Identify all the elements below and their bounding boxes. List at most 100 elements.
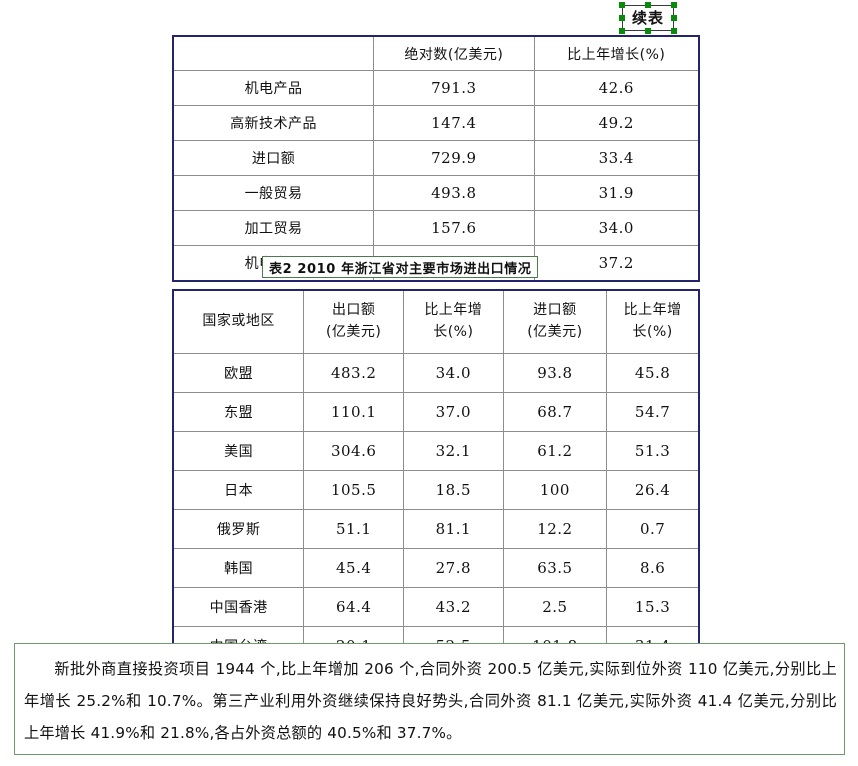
cell-absolute: 493.8 [373, 175, 535, 211]
selection-handle-top-center[interactable] [645, 2, 651, 8]
table-row: 加工贸易 157.6 34.0 [172, 210, 700, 246]
selection-handle-top-right[interactable] [671, 2, 677, 8]
table-two-header-export: 出口额 (亿美元) [303, 289, 405, 354]
table-one-header-growth: 比上年增长(%) [533, 35, 700, 71]
table-one-header-absolute: 绝对数(亿美元) [373, 35, 535, 71]
table-two-header-import-growth: 比上年增 长(%) [606, 289, 700, 354]
cell-import: 61.2 [502, 431, 608, 471]
cell-export-growth: 37.0 [403, 392, 504, 432]
selection-handle-top-left[interactable] [619, 2, 625, 8]
header-line-2: (亿美元) [325, 324, 382, 340]
cell-item: 加工贸易 [172, 210, 375, 246]
table-row: 国家或地区 出口额 (亿美元) 比上年增 长(%) 进口额 (亿美元) 比上年增… [172, 289, 700, 354]
table-row: 中国香港 64.4 43.2 2.5 15.3 [172, 587, 700, 627]
cell-import: 12.2 [502, 509, 608, 549]
table-row: 日本 105.5 18.5 100 26.4 [172, 470, 700, 510]
cell-absolute: 791.3 [373, 70, 535, 106]
continuation-label-group[interactable]: 续表 [619, 2, 677, 34]
cell-region: 韩国 [172, 548, 305, 588]
cell-import-growth: 8.6 [606, 548, 700, 588]
selection-handle-middle-left[interactable] [619, 15, 625, 21]
table-row: 欧盟 483.2 34.0 93.8 45.8 [172, 353, 700, 393]
cell-export-growth: 18.5 [403, 470, 504, 510]
cell-region: 日本 [172, 470, 305, 510]
cell-item: 高新技术产品 [172, 105, 375, 141]
table-two-caption: 表2 2010 年浙江省对主要市场进出口情况 [262, 256, 539, 278]
table-row: 进口额 729.9 33.4 [172, 140, 700, 176]
cell-export-growth: 43.2 [403, 587, 504, 627]
table-two-header-region: 国家或地区 [172, 289, 305, 354]
table-row: 韩国 45.4 27.8 63.5 8.6 [172, 548, 700, 588]
table-one-header: 绝对数(亿美元) 比上年增长(%) [172, 35, 700, 71]
header-line-1: 出口额 [331, 302, 376, 319]
cell-growth: 34.0 [533, 210, 700, 246]
paragraph-text: 新批外商直接投资项目 1944 个,比上年增加 206 个,合同外资 200.5… [24, 660, 837, 742]
header-line-1: 进口额 [533, 302, 577, 319]
table-two: 国家或地区 出口额 (亿美元) 比上年增 长(%) 进口额 (亿美元) 比上年增… [172, 289, 700, 667]
header-line-2: 长(%) [632, 324, 673, 340]
table-two-header: 国家或地区 出口额 (亿美元) 比上年增 长(%) 进口额 (亿美元) 比上年增… [172, 289, 700, 354]
table-two-header-export-growth: 比上年增 长(%) [403, 289, 504, 354]
selection-handle-middle-right[interactable] [671, 15, 677, 21]
table-one-header-item [172, 35, 375, 71]
cell-export: 304.6 [303, 431, 405, 471]
table-row: 一般贸易 493.8 31.9 [172, 175, 700, 211]
cell-export: 483.2 [303, 353, 405, 393]
cell-import: 63.5 [502, 548, 608, 588]
selection-handle-bottom-center[interactable] [645, 28, 651, 34]
cell-import: 2.5 [502, 587, 608, 627]
cell-export: 64.4 [303, 587, 405, 627]
cell-import-growth: 0.7 [606, 509, 700, 549]
cell-item: 进口额 [172, 140, 375, 176]
cell-region: 东盟 [172, 392, 305, 432]
continuation-label[interactable]: 续表 [622, 5, 674, 31]
cell-export-growth: 27.8 [403, 548, 504, 588]
table-two-body: 欧盟 483.2 34.0 93.8 45.8 东盟 110.1 37.0 68… [172, 353, 700, 667]
cell-region: 欧盟 [172, 353, 305, 393]
header-line-1: 国家或地区 [202, 313, 275, 330]
cell-growth: 49.2 [533, 105, 700, 141]
cell-import-growth: 54.7 [606, 392, 700, 432]
cell-import: 93.8 [502, 353, 608, 393]
cell-absolute: 729.9 [373, 140, 535, 176]
header-line-2: 长(%) [433, 324, 474, 340]
cell-export-growth: 81.1 [403, 509, 504, 549]
table-row: 机电产品 791.3 42.6 [172, 70, 700, 106]
table-row: 东盟 110.1 37.0 68.7 54.7 [172, 392, 700, 432]
selection-handle-bottom-left[interactable] [619, 28, 625, 34]
table-row: 美国 304.6 32.1 61.2 51.3 [172, 431, 700, 471]
cell-absolute: 147.4 [373, 105, 535, 141]
cell-growth: 37.2 [533, 245, 700, 282]
table-one: 绝对数(亿美元) 比上年增长(%) 机电产品 791.3 42.6 高新技术产品… [172, 35, 700, 282]
header-line-1: 比上年增 [623, 302, 682, 319]
cell-import: 100 [502, 470, 608, 510]
cell-import-growth: 26.4 [606, 470, 700, 510]
paragraph-box: 新批外商直接投资项目 1944 个,比上年增加 206 个,合同外资 200.5… [14, 643, 845, 755]
header-line-2: (亿美元) [527, 324, 583, 340]
cell-absolute: 157.6 [373, 210, 535, 246]
cell-export: 105.5 [303, 470, 405, 510]
table-two-header-import: 进口额 (亿美元) [502, 289, 608, 354]
cell-region: 美国 [172, 431, 305, 471]
cell-export-growth: 34.0 [403, 353, 504, 393]
table-one-body: 机电产品 791.3 42.6 高新技术产品 147.4 49.2 进口额 72… [172, 70, 700, 282]
cell-import: 68.7 [502, 392, 608, 432]
cell-growth: 31.9 [533, 175, 700, 211]
cell-growth: 42.6 [533, 70, 700, 106]
cell-item: 机电产品 [172, 70, 375, 106]
cell-export: 110.1 [303, 392, 405, 432]
cell-item: 一般贸易 [172, 175, 375, 211]
header-line-1: 比上年增 [424, 302, 483, 319]
cell-growth: 33.4 [533, 140, 700, 176]
cell-import-growth: 15.3 [606, 587, 700, 627]
cell-export-growth: 32.1 [403, 431, 504, 471]
selection-handle-bottom-right[interactable] [671, 28, 677, 34]
cell-import-growth: 45.8 [606, 353, 700, 393]
table-row: 俄罗斯 51.1 81.1 12.2 0.7 [172, 509, 700, 549]
table-row: 高新技术产品 147.4 49.2 [172, 105, 700, 141]
cell-export: 45.4 [303, 548, 405, 588]
cell-region: 中国香港 [172, 587, 305, 627]
cell-region: 俄罗斯 [172, 509, 305, 549]
cell-import-growth: 51.3 [606, 431, 700, 471]
table-row: 绝对数(亿美元) 比上年增长(%) [172, 35, 700, 71]
